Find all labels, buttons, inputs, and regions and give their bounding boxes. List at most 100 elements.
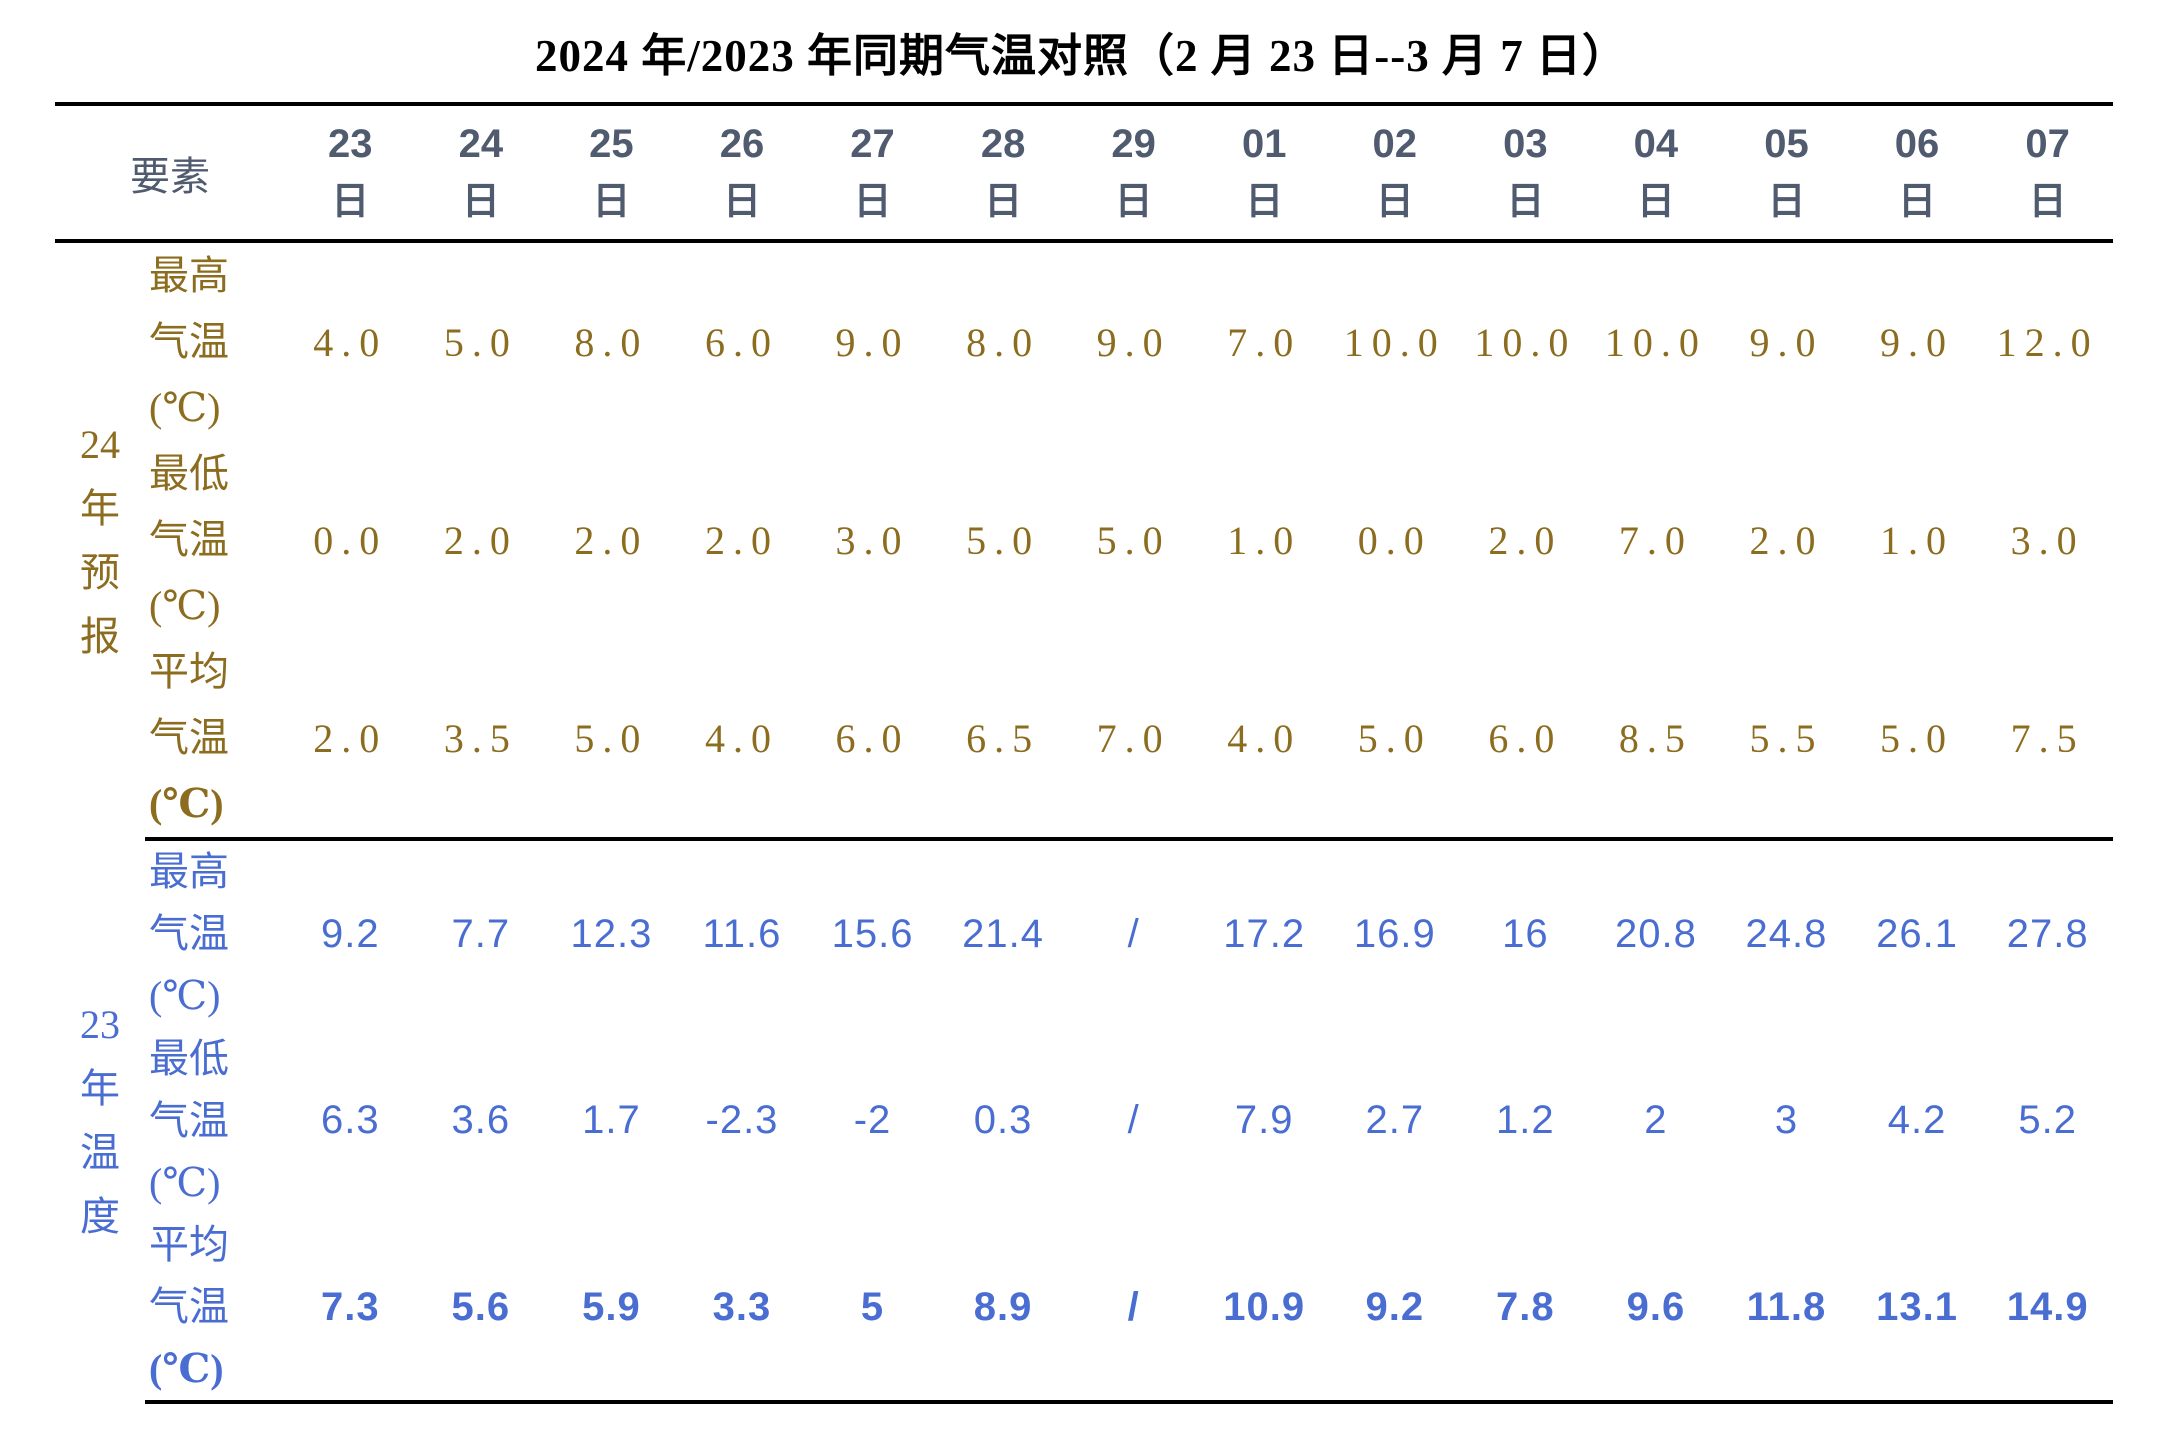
- group-label-2024-forecast: 24 年 预 报: [55, 241, 145, 839]
- temperature-value-cell: 9.2: [320, 911, 380, 956]
- temperature-value-cell: 11.6: [702, 911, 782, 956]
- temperature-value-cell: 2.0: [443, 517, 518, 563]
- temperature-value-cell: 2.0: [1749, 517, 1824, 563]
- column-header-day: 03 日: [1460, 104, 1591, 243]
- day-suffix: 日: [1636, 180, 1675, 223]
- temperature-value-cell: 10.9: [1198, 1214, 1330, 1404]
- section-group-label-char: 年: [80, 1065, 120, 1111]
- row-label-line: 气温: [149, 517, 229, 562]
- temperature-value-cell: 2.0: [285, 639, 416, 841]
- column-header-day: 06 日: [1851, 104, 1983, 243]
- row-label-line: 平均: [149, 1222, 229, 1267]
- temperature-value-cell: 26.1: [1876, 911, 1958, 956]
- temperature-value-cell: 8.9: [937, 1214, 1069, 1404]
- day-suffix: 日: [461, 180, 500, 223]
- actual-2023-section: 23 年 温 度 最高 气温 (℃) 9.2 7.7 12.3 11.6 15.…: [55, 839, 2113, 1404]
- temperature-value-cell: 10.0: [1474, 319, 1577, 365]
- temperature-value-cell: 1.0: [1227, 517, 1302, 563]
- temperature-value-cell: 3.0: [2010, 517, 2085, 563]
- temperature-value-cell: 3.0: [835, 517, 910, 563]
- group-label-2023-temperature: 23 年 温 度: [55, 839, 145, 1402]
- section-group-label-char: 温: [80, 1129, 120, 1175]
- temperature-value-cell: 5.6: [415, 1214, 547, 1404]
- row-label-avg-temp: 平均 气温 (℃): [145, 1214, 285, 1404]
- temperature-value-cell: 27.8: [2006, 911, 2089, 956]
- row-2024-avg-temp: 平均 气温 (℃) 2.0 3.5 5.0 4.0 6.0 6.5 7.0 4.…: [55, 639, 2113, 841]
- day-suffix: 日: [1375, 180, 1414, 223]
- temperature-value-cell: 24.8: [1745, 911, 1828, 956]
- element-header-cell: 要素: [55, 104, 285, 243]
- row-2024-min-temp: 最低 气温 (℃) 0.0 2.0 2.0 2.0 3.0 5.0 5.0 1.…: [55, 441, 2113, 639]
- temperature-value-cell: 7.5: [1982, 639, 2113, 841]
- temperature-value-cell: 16.9: [1353, 911, 1436, 956]
- temperature-value-cell: 12.3: [570, 911, 653, 956]
- temperature-value-cell: 12.0: [1996, 319, 2099, 365]
- row-label-line: 气温: [149, 911, 229, 956]
- temperature-value-cell: 4.0: [1198, 639, 1330, 841]
- row-2023-avg-temp: 平均 气温 (℃) 7.3 5.6 5.9 3.3 5 8.9 / 10.9 9…: [55, 1214, 2113, 1404]
- column-header-day: 04 日: [1590, 104, 1722, 243]
- temperature-value-cell: 2.0: [574, 517, 649, 563]
- temperature-value-cell: 6.5: [937, 639, 1069, 841]
- row-label-line: 气温: [149, 319, 229, 364]
- day-suffix: 日: [1767, 180, 1806, 223]
- column-header-day: 23 日: [285, 104, 416, 243]
- temperature-value-cell: 5.0: [1096, 517, 1171, 563]
- temperature-value-cell: -2.3: [705, 1098, 779, 1142]
- day-number: 24: [458, 121, 504, 166]
- section-group-label-char: 年: [80, 486, 120, 531]
- day-number: 07: [2025, 121, 2070, 166]
- temperature-value-cell: 3: [1774, 1098, 1799, 1142]
- temperature-value-cell: 6.0: [1460, 639, 1591, 841]
- column-header-day: 29 日: [1068, 104, 1199, 243]
- temperature-value-cell: 3.3: [676, 1214, 808, 1404]
- temperature-value-cell: 7.0: [1068, 639, 1199, 841]
- temperature-comparison-table: 要素 23 日 24 日 25 日 26 日 27 日 28 日 29 日 01…: [55, 102, 2113, 1404]
- day-suffix: 日: [722, 180, 761, 223]
- page-title: 2024 年/2023 年同期气温对照（2 月 23 日--3 月 7 日）: [535, 30, 1628, 81]
- section-group-label-char: 度: [80, 1193, 120, 1239]
- temperature-value-cell: 4.0: [313, 319, 388, 365]
- day-number: 03: [1503, 121, 1548, 166]
- day-number: 29: [1111, 121, 1156, 166]
- temperature-value-cell: 7.3: [285, 1214, 416, 1404]
- day-number: 26: [719, 121, 765, 166]
- day-number: 06: [1894, 121, 1940, 166]
- temperature-value-cell: 9.0: [1096, 319, 1171, 365]
- day-suffix: 日: [1114, 180, 1153, 223]
- row-label-line: (℃): [149, 385, 221, 430]
- temperature-value-cell: 20.8: [1614, 911, 1697, 956]
- day-suffix: 日: [853, 180, 892, 223]
- day-number: 05: [1764, 121, 1809, 166]
- column-header-day: 02 日: [1329, 104, 1461, 243]
- temperature-value-cell: 0.3: [973, 1098, 1033, 1142]
- temperature-value-cell: 6.3: [320, 1098, 380, 1142]
- temperature-value-cell: 5.0: [1851, 639, 1983, 841]
- temperature-value-cell: 5.2: [2018, 1098, 2077, 1142]
- row-label-min-temp: 最低 气温 (℃): [145, 1027, 285, 1214]
- column-header-day: 07 日: [1982, 104, 2113, 243]
- temperature-value-cell: 1.0: [1880, 517, 1955, 563]
- temperature-value-cell: 7.0: [1227, 319, 1302, 365]
- day-number: 25: [589, 121, 634, 166]
- column-header-day: 24 日: [415, 104, 547, 243]
- temperature-value-cell: 5.0: [546, 639, 677, 841]
- temperature-value-cell: /: [1068, 1214, 1199, 1404]
- row-label-max-temp: 最高 气温 (℃): [145, 241, 285, 441]
- column-header-day: 28 日: [937, 104, 1069, 243]
- temperature-value-cell: 8.0: [574, 319, 649, 365]
- day-suffix: 日: [2028, 180, 2067, 223]
- temperature-value-cell: 5: [807, 1214, 938, 1404]
- column-header-day: 01 日: [1198, 104, 1330, 243]
- row-2024-max-temp: 24 年 预 报 最高 气温 (℃) 4.0 5.0 8.0 6.0 9.0 8…: [55, 241, 2113, 659]
- temperature-value-cell: 2.0: [1488, 517, 1563, 563]
- day-suffix: 日: [1245, 180, 1284, 223]
- section-group-label-char: 23: [80, 1001, 120, 1047]
- row-label-line: 最低: [149, 1035, 229, 1081]
- row-label-line: 平均: [149, 649, 229, 694]
- temperature-value-cell: 2.7: [1365, 1098, 1425, 1142]
- temperature-value-cell: 2.0: [704, 517, 779, 563]
- column-header-day: 05 日: [1721, 104, 1852, 243]
- temperature-value-cell: 6.0: [704, 319, 779, 365]
- temperature-value-cell: 0.0: [313, 517, 388, 563]
